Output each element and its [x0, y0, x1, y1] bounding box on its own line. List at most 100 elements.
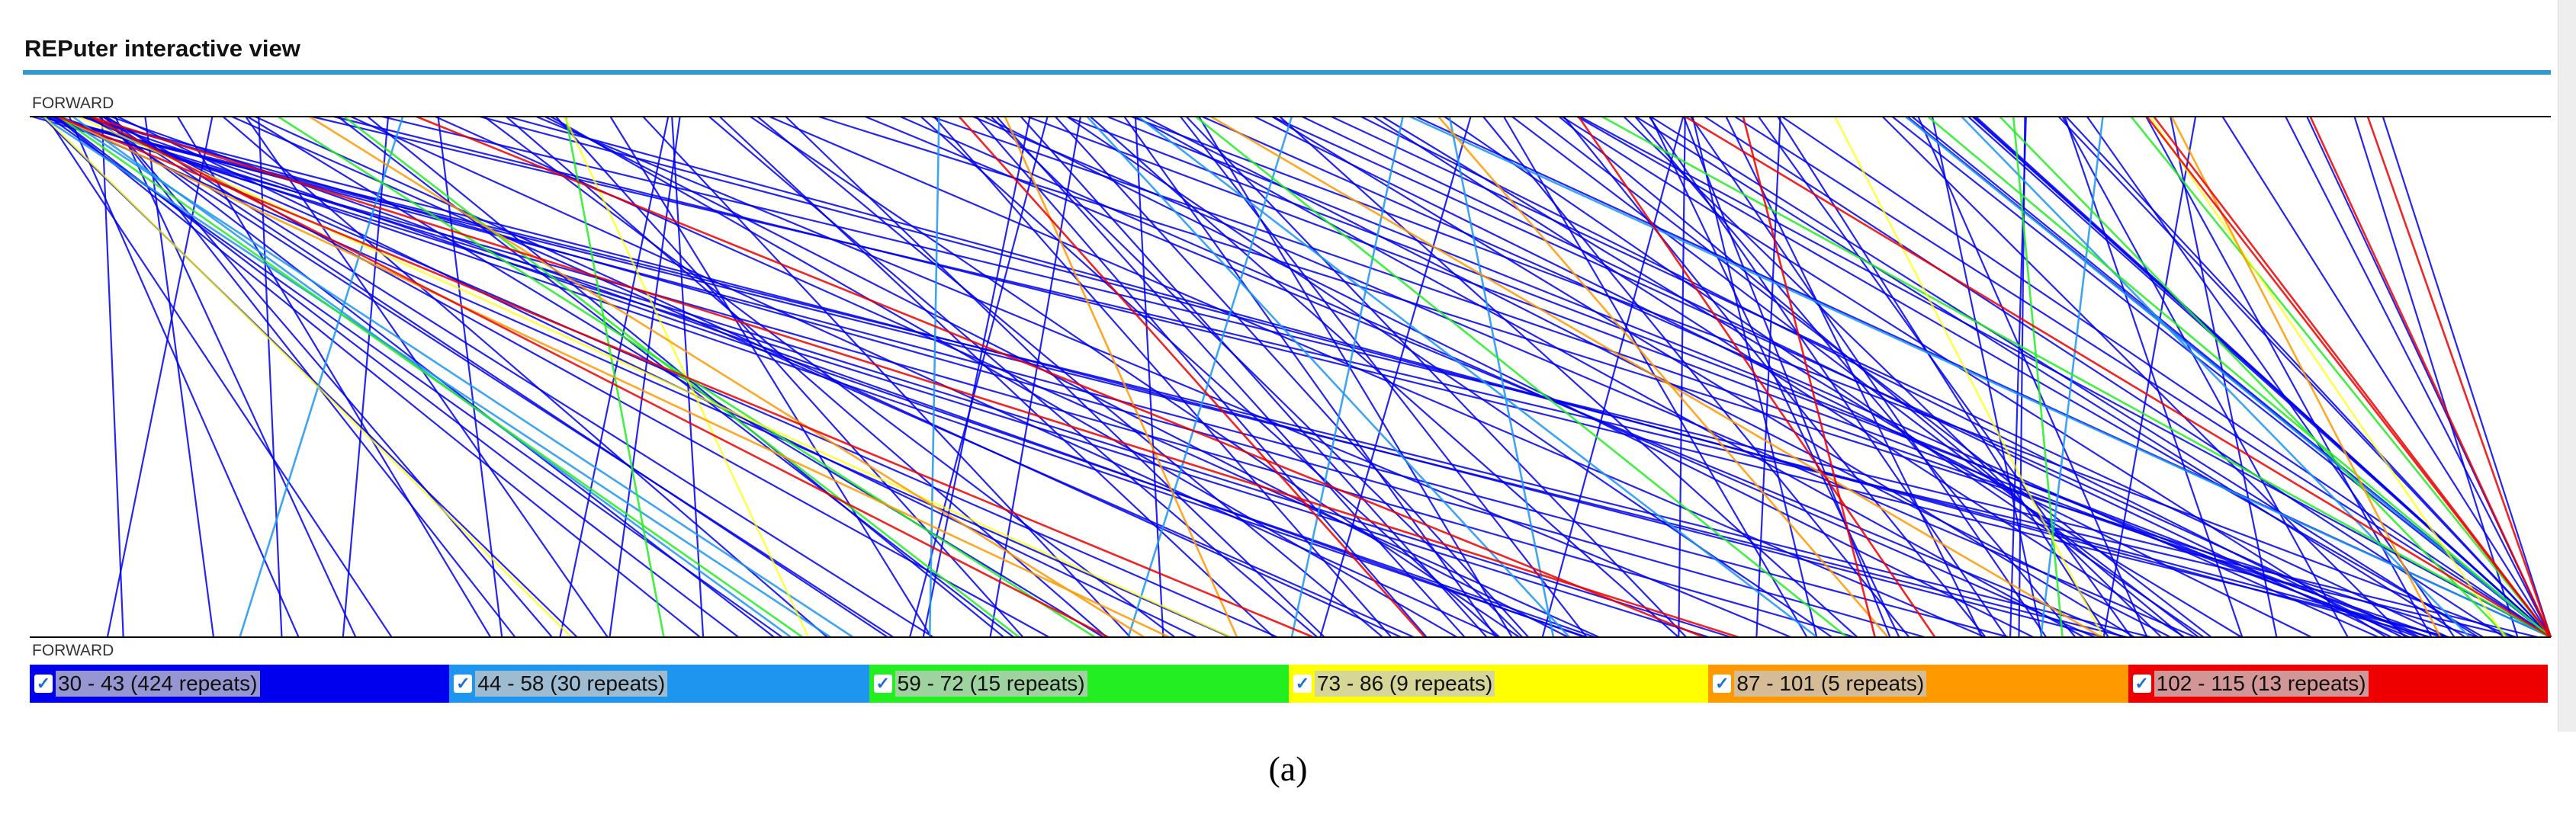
checkbox[interactable]: ✓	[1713, 674, 1732, 693]
repeat-line	[43, 116, 573, 638]
repeat-line	[1917, 116, 2148, 638]
repeat-line	[1534, 116, 2212, 638]
legend-item[interactable]: ✓ 73 - 86 (9 repeats)	[1288, 665, 1709, 703]
repeat-line	[1685, 115, 2552, 639]
repeat-line	[555, 116, 1024, 638]
repeat-line	[68, 116, 300, 638]
legend-item[interactable]: ✓ 87 - 101 (5 repeats)	[1708, 665, 2128, 703]
repeat-line	[1834, 116, 2105, 638]
repeat-line	[1691, 116, 1818, 638]
repeat-line	[1331, 116, 2449, 638]
repeat-line	[1026, 115, 2418, 639]
repeat-line	[785, 116, 1325, 638]
legend-label: 87 - 101 (5 repeats)	[1734, 671, 1927, 697]
repeat-line	[535, 115, 1791, 639]
repeat-line	[57, 115, 1314, 639]
repeat-line	[1541, 116, 1685, 638]
repeat-line	[865, 115, 2124, 639]
repeat-plot	[30, 115, 2552, 639]
repeat-line	[1777, 116, 2109, 638]
checkbox[interactable]: ✓	[2132, 674, 2151, 693]
repeat-line	[1734, 116, 2552, 638]
repeat-line	[1254, 116, 2312, 638]
repeat-line	[1971, 116, 2552, 638]
repeat-line	[1561, 116, 2387, 638]
repeat-line	[57, 115, 1170, 639]
repeat-line	[1202, 115, 2379, 639]
legend-label: 102 - 115 (13 repeats)	[2154, 671, 2369, 697]
repeat-line	[81, 115, 1926, 639]
legend-item[interactable]: ✓ 30 - 43 (424 repeats)	[30, 665, 450, 703]
repeat-line	[1576, 116, 2484, 638]
repeat-line	[239, 116, 404, 638]
repeat-line	[54, 116, 701, 638]
repeat-line	[78, 115, 1232, 639]
repeat-line	[2309, 116, 2552, 638]
repeat-line	[1578, 116, 1936, 638]
repeat-line	[43, 115, 2151, 639]
repeat-line	[2064, 116, 2244, 638]
repeat-line	[1755, 116, 1781, 638]
repeat-line	[177, 116, 492, 638]
repeat-line	[311, 115, 2517, 639]
legend-item[interactable]: ✓ 102 - 115 (13 repeats)	[2128, 665, 2548, 703]
repeat-line	[975, 116, 1428, 638]
repeat-line	[47, 116, 783, 638]
scrollbar[interactable]	[2558, 0, 2576, 732]
repeat-line	[1725, 116, 1983, 638]
repeat-line	[342, 116, 390, 638]
repeat-line	[922, 116, 1031, 638]
repeat-line	[718, 116, 1275, 638]
view-title: REPuter interactive view	[24, 35, 300, 62]
repeat-line	[958, 116, 1426, 638]
repeat-line	[1373, 116, 2186, 638]
repeat-line	[2057, 116, 2552, 638]
repeat-line	[2382, 116, 2552, 638]
repeat-line	[983, 116, 2034, 638]
repeat-line	[2153, 116, 2552, 638]
repeat-line	[1758, 116, 2132, 638]
repeat-line	[1180, 116, 1588, 638]
legend-label: 59 - 72 (15 repeats)	[895, 671, 1087, 697]
repeat-line	[90, 115, 1109, 639]
legend-label: 73 - 86 (9 repeats)	[1314, 671, 1495, 697]
checkbox[interactable]: ✓	[34, 674, 53, 693]
repeat-line	[990, 116, 1524, 638]
repeat-line	[2170, 116, 2442, 638]
repeat-line	[106, 116, 934, 638]
repeat-line	[1904, 115, 2552, 639]
repeat-line	[1682, 116, 1891, 638]
repeat-line	[84, 115, 1595, 639]
checkbox[interactable]: ✓	[1293, 674, 1312, 693]
repeat-line	[1290, 116, 1404, 638]
repeat-line	[350, 115, 1499, 639]
repeat-line	[1185, 116, 1687, 638]
checkbox[interactable]: ✓	[454, 674, 473, 693]
repeat-line	[1704, 116, 2505, 638]
repeat-line	[1210, 115, 2102, 639]
repeat-line	[544, 116, 1569, 638]
checkbox[interactable]: ✓	[873, 674, 892, 693]
repeat-line	[1891, 116, 2552, 638]
repeat-line	[309, 115, 1145, 639]
repeat-line	[2366, 116, 2552, 638]
legend-item[interactable]: ✓ 59 - 72 (15 repeats)	[869, 665, 1289, 703]
repeat-line	[1448, 116, 1555, 638]
legend-item[interactable]: ✓ 44 - 58 (30 repeats)	[449, 665, 869, 703]
repeat-line	[231, 115, 1415, 639]
repeat-line	[222, 116, 828, 638]
repeat-line	[1195, 115, 1848, 639]
repeat-line	[1137, 115, 1818, 639]
repeat-line	[2102, 116, 2197, 638]
title-rule	[23, 70, 2551, 75]
repeat-line	[756, 116, 1383, 638]
repeat-line	[609, 116, 933, 638]
repeat-line	[1127, 116, 1293, 638]
repeat-line	[50, 115, 2009, 639]
repeat-line	[1634, 116, 2077, 638]
bottom-sequence-label: FORWARD	[32, 642, 114, 659]
repeat-line	[58, 115, 804, 639]
repeat-line	[1123, 116, 1497, 638]
repeat-line	[382, 115, 2539, 639]
